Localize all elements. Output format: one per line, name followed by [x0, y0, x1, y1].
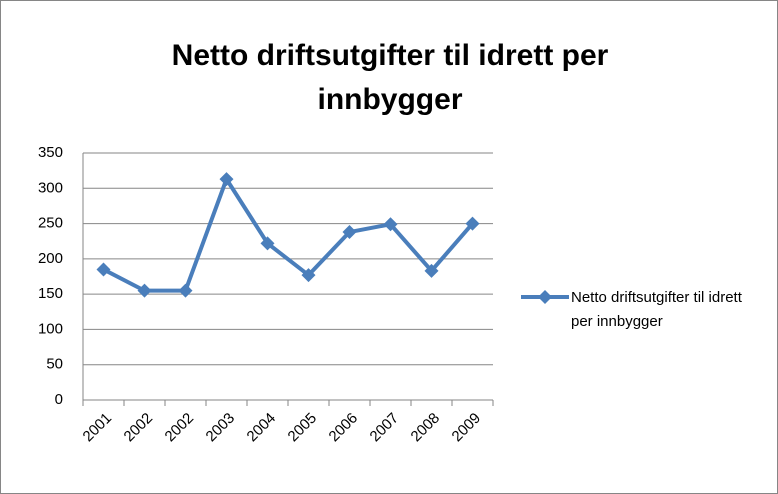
- y-tick-label: 50: [46, 356, 63, 373]
- legend-marker: [538, 290, 552, 304]
- data-point: [342, 225, 357, 240]
- y-tick-label: 0: [55, 391, 63, 408]
- data-point: [178, 283, 193, 298]
- y-tick-label: 200: [38, 250, 63, 267]
- y-tick-label: 100: [38, 320, 63, 337]
- data-point: [96, 262, 111, 277]
- y-tick-label: 150: [38, 285, 63, 302]
- data-point: [383, 217, 398, 232]
- data-point: [137, 283, 152, 298]
- y-tick-label: 300: [38, 179, 63, 196]
- data-point: [260, 236, 275, 251]
- legend-label: Netto driftsutgifter til idrett per innb…: [571, 289, 742, 330]
- y-tick-label: 250: [38, 215, 63, 232]
- data-point: [465, 216, 480, 231]
- chart-title: Netto driftsutgifter til idrett per innb…: [171, 39, 609, 116]
- data-point: [301, 268, 316, 283]
- y-tick-label: 350: [38, 144, 63, 161]
- data-point: [219, 172, 234, 187]
- series-line: [102, 177, 475, 293]
- data-point: [424, 263, 439, 278]
